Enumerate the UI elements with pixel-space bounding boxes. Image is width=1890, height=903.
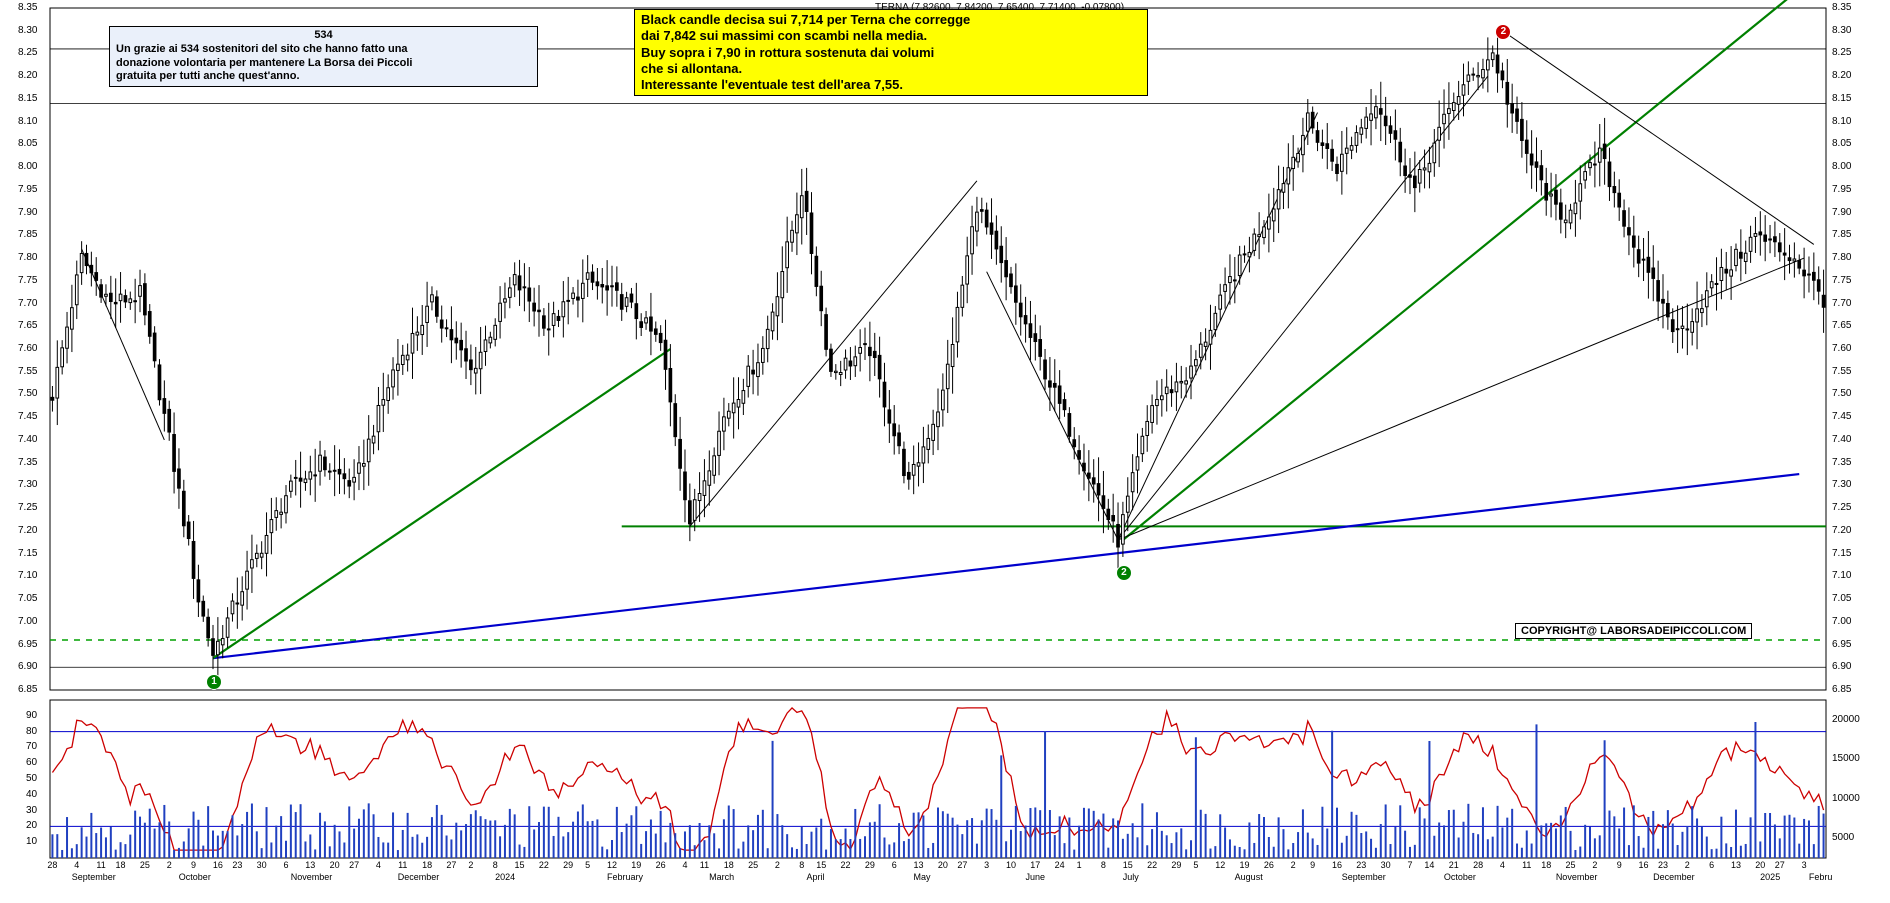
analysis-line-3: Buy sopra i 7,90 in rottura sostenuta da… — [641, 45, 1141, 61]
analysis-line-2: dai 7,842 sui massimi con scambi nella m… — [641, 28, 1141, 44]
chart-marker: 1 — [206, 674, 222, 690]
donation-box: 534 Un grazie ai 534 sostenitori del sit… — [109, 26, 538, 87]
donation-line-1: Un grazie ai 534 sostenitori del sito ch… — [116, 43, 531, 57]
analysis-box: Black candle decisa sui 7,714 per Terna … — [634, 9, 1148, 96]
analysis-line-5: Interessante l'eventuale test dell'area … — [641, 77, 1141, 93]
analysis-line-1: Black candle decisa sui 7,714 per Terna … — [641, 12, 1141, 28]
donation-line-2: donazione volontaria per mantenere La Bo… — [116, 57, 531, 71]
chart-marker: 2 — [1116, 565, 1132, 581]
analysis-line-4: che si allontana. — [641, 61, 1141, 77]
indicator-chart[interactable] — [0, 0, 1890, 903]
copyright-box: COPYRIGHT@ LABORSADEIPICCOLI.COM — [1515, 623, 1752, 639]
donation-count: 534 — [116, 29, 531, 43]
donation-line-3: gratuita per tutti anche quest'anno. — [116, 70, 531, 84]
